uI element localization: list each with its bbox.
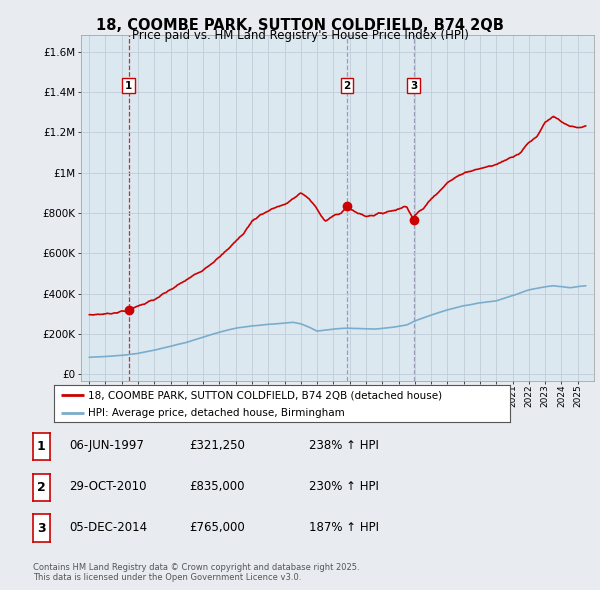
Text: 1: 1 — [125, 81, 133, 91]
Text: HPI: Average price, detached house, Birmingham: HPI: Average price, detached house, Birm… — [88, 408, 345, 418]
Text: 06-JUN-1997: 06-JUN-1997 — [69, 440, 144, 453]
Text: Contains HM Land Registry data © Crown copyright and database right 2025.
This d: Contains HM Land Registry data © Crown c… — [33, 563, 359, 582]
Text: £321,250: £321,250 — [189, 440, 245, 453]
Text: 2: 2 — [37, 481, 46, 494]
Text: 05-DEC-2014: 05-DEC-2014 — [69, 521, 147, 534]
Text: Price paid vs. HM Land Registry's House Price Index (HPI): Price paid vs. HM Land Registry's House … — [131, 30, 469, 42]
Text: 18, COOMBE PARK, SUTTON COLDFIELD, B74 2QB (detached house): 18, COOMBE PARK, SUTTON COLDFIELD, B74 2… — [88, 390, 442, 400]
Text: 3: 3 — [410, 81, 417, 91]
Text: 2: 2 — [343, 81, 350, 91]
Text: 187% ↑ HPI: 187% ↑ HPI — [309, 521, 379, 534]
Text: 3: 3 — [37, 522, 46, 535]
Text: 18, COOMBE PARK, SUTTON COLDFIELD, B74 2QB: 18, COOMBE PARK, SUTTON COLDFIELD, B74 2… — [96, 18, 504, 32]
Text: 29-OCT-2010: 29-OCT-2010 — [69, 480, 146, 493]
Text: 238% ↑ HPI: 238% ↑ HPI — [309, 440, 379, 453]
Text: 1: 1 — [37, 440, 46, 453]
Text: 230% ↑ HPI: 230% ↑ HPI — [309, 480, 379, 493]
Text: £765,000: £765,000 — [189, 521, 245, 534]
Text: £835,000: £835,000 — [189, 480, 245, 493]
